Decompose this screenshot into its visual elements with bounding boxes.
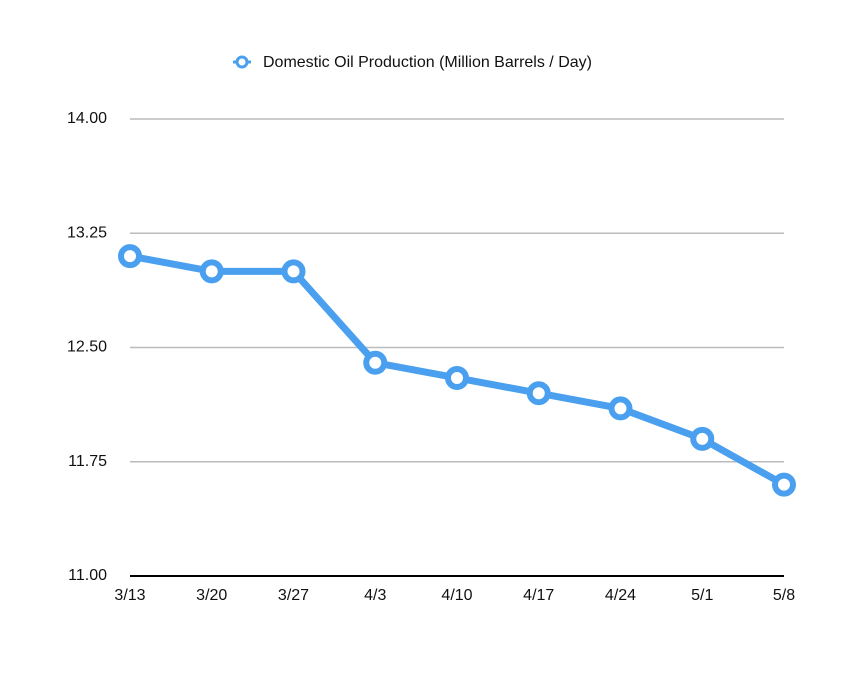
data-point [526,381,551,406]
data-point [445,365,469,390]
y-tick-label: 14.00 [67,110,107,127]
data-point [199,259,224,284]
y-tick-label: 11.00 [68,567,107,584]
data-point [772,472,796,497]
x-tick-label: 4/17 [523,587,554,604]
legend-label: Domestic Oil Production (Million Barrels… [263,54,592,71]
x-tick-label: 3/13 [114,587,145,604]
x-tick-label: 5/8 [773,587,795,604]
x-tick-label: 5/1 [691,587,713,604]
data-point [118,244,142,269]
x-tick-label: 4/24 [605,587,636,604]
y-tick-label: 11.75 [68,453,107,470]
legend-marker [235,55,249,69]
data-point [281,259,306,284]
y-tick-label: 12.50 [67,339,107,356]
data-point [363,350,388,375]
x-tick-label: 4/3 [364,587,386,604]
data-point [608,396,633,421]
x-tick-label: 4/10 [441,587,472,604]
data-point [690,426,715,451]
x-tick-label: 3/20 [196,587,227,604]
x-tick-label: 3/27 [278,587,309,604]
y-tick-label: 13.25 [67,224,107,241]
